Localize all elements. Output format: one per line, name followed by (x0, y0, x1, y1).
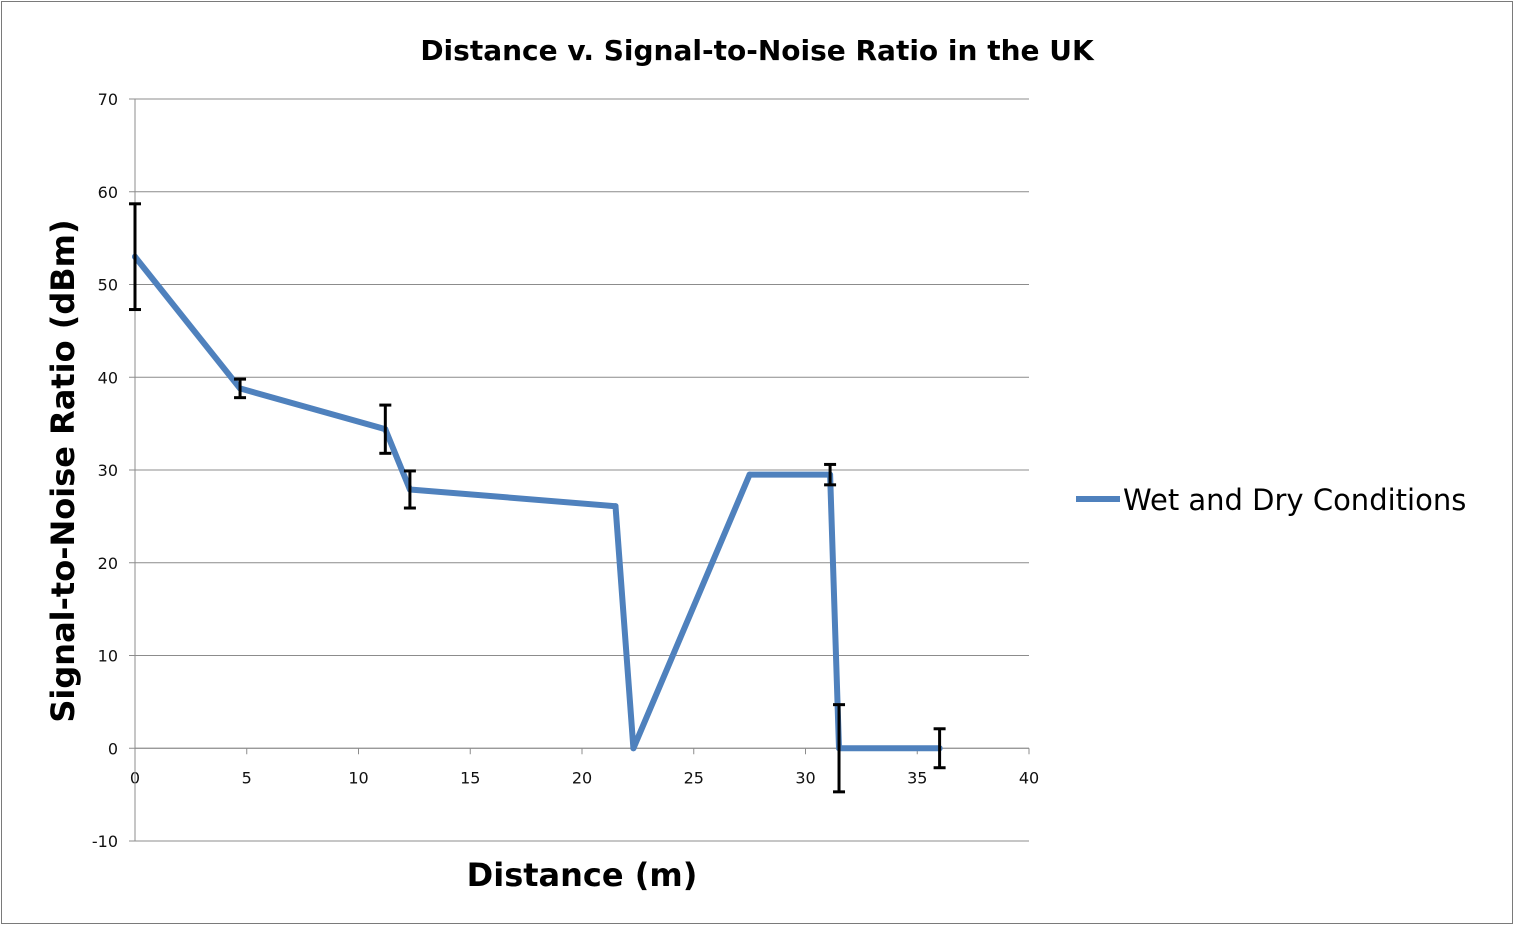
chart-title: Distance v. Signal-to-Noise Ratio in the… (420, 34, 1095, 67)
data-point (630, 745, 637, 752)
x-tick-label: 15 (460, 768, 480, 787)
y-tick-label: -10 (92, 832, 118, 851)
y-axis-ticks: 70 60 50 40 30 20 10 0 -10 (92, 90, 135, 851)
x-tick-label: 25 (684, 768, 704, 787)
x-tick-label: 30 (795, 768, 815, 787)
y-tick-label: 60 (98, 183, 118, 202)
x-tick-label: 5 (242, 768, 252, 787)
error-bars (129, 202, 946, 794)
y-tick-label: 0 (108, 739, 118, 758)
y-tick-label: 20 (98, 554, 118, 573)
series-group (132, 253, 943, 752)
series-line (132, 253, 943, 752)
legend-label: Wet and Dry Conditions (1123, 483, 1466, 517)
x-axis: 0 5 10 15 20 25 30 35 40 (130, 747, 1039, 787)
data-point (612, 503, 619, 510)
x-tick-label: 20 (572, 768, 592, 787)
y-tick-label: 10 (98, 647, 118, 666)
x-axis-label: Distance (m) (467, 856, 698, 894)
y-tick-label: 50 (98, 276, 118, 295)
y-axis-label: Signal-to-Noise Ratio (dBm) (44, 219, 82, 722)
gridlines (135, 98, 1029, 842)
x-tick-label: 10 (348, 768, 368, 787)
y-tick-label: 70 (98, 90, 118, 109)
y-tick-label: 30 (98, 461, 118, 480)
data-point (746, 471, 753, 478)
y-tick-label: 40 (98, 368, 118, 387)
x-tick-label: 40 (1019, 768, 1039, 787)
legend[interactable]: Wet and Dry Conditions (1076, 483, 1466, 517)
x-tick-label: 35 (907, 768, 927, 787)
